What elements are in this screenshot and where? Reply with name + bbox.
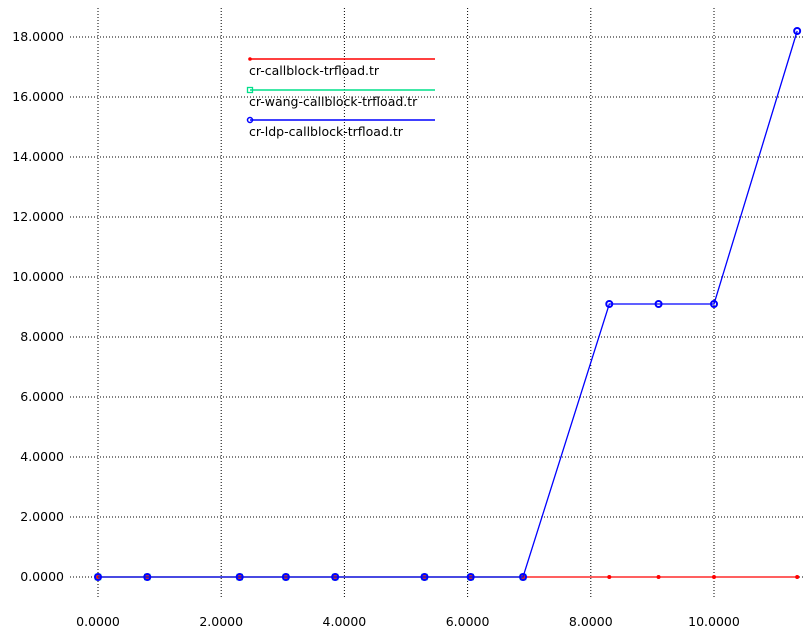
y-tick-label: 2.0000 [20,509,64,524]
data-point [466,573,475,581]
data-point [143,573,152,581]
x-tick-label: 2.0000 [199,614,243,629]
data-point [331,573,340,581]
data-point [420,573,429,581]
y-tick-label: 8.0000 [20,329,64,344]
y-tick-label: 4.0000 [20,449,64,464]
data-point [607,575,612,579]
data-point [654,300,663,308]
data-point [94,573,102,581]
legend-label: cr-wang-callblock-trfload.tr [249,94,418,109]
data-point [519,573,528,581]
x-tick-label: 0.0000 [76,614,120,629]
y-tick-label: 10.0000 [12,269,64,284]
data-point [235,573,244,581]
x-tick-label: 6.0000 [446,614,490,629]
data-point [795,575,800,579]
legend-item: cr-wang-callblock-trfload.tr [246,86,435,109]
x-tick-label: 8.0000 [569,614,613,629]
data-point [712,575,716,579]
y-tick-label: 0.0000 [20,569,64,584]
grid-layer [70,8,803,598]
axes-layer: 0.0000 2.0000 4.0000 6.0000 8.0000 10.0000 12.… [12,29,740,629]
x-tick-label: 4.0000 [323,614,367,629]
data-point [656,575,661,579]
legend: cr-callblock-trfload.tr cr-wang-callblock… [246,57,435,139]
y-tick-label: 6.0000 [20,389,64,404]
data-point [605,300,614,308]
legend-marker [246,86,254,94]
legend-label: cr-callblock-trfload.tr [249,63,380,78]
y-tick-label: 16.0000 [12,89,64,104]
data-point [710,300,718,308]
legend-item: cr-callblock-trfload.tr [248,57,435,78]
data-point [281,573,290,581]
x-tick-label: 10.0000 [688,614,740,629]
legend-marker [248,57,252,61]
series-3 [94,27,802,581]
y-tick-label: 14.0000 [12,149,64,164]
data-point [793,27,802,35]
y-tick-label: 12.0000 [12,209,64,224]
series-line [98,30,798,578]
y-tick-label: 18.0000 [12,29,64,44]
legend-marker [246,116,254,124]
legend-item: cr-ldp-callblock-trfload.tr [246,116,435,139]
series-layer [94,27,802,581]
legend-label: cr-ldp-callblock-trfload.tr [249,124,404,139]
